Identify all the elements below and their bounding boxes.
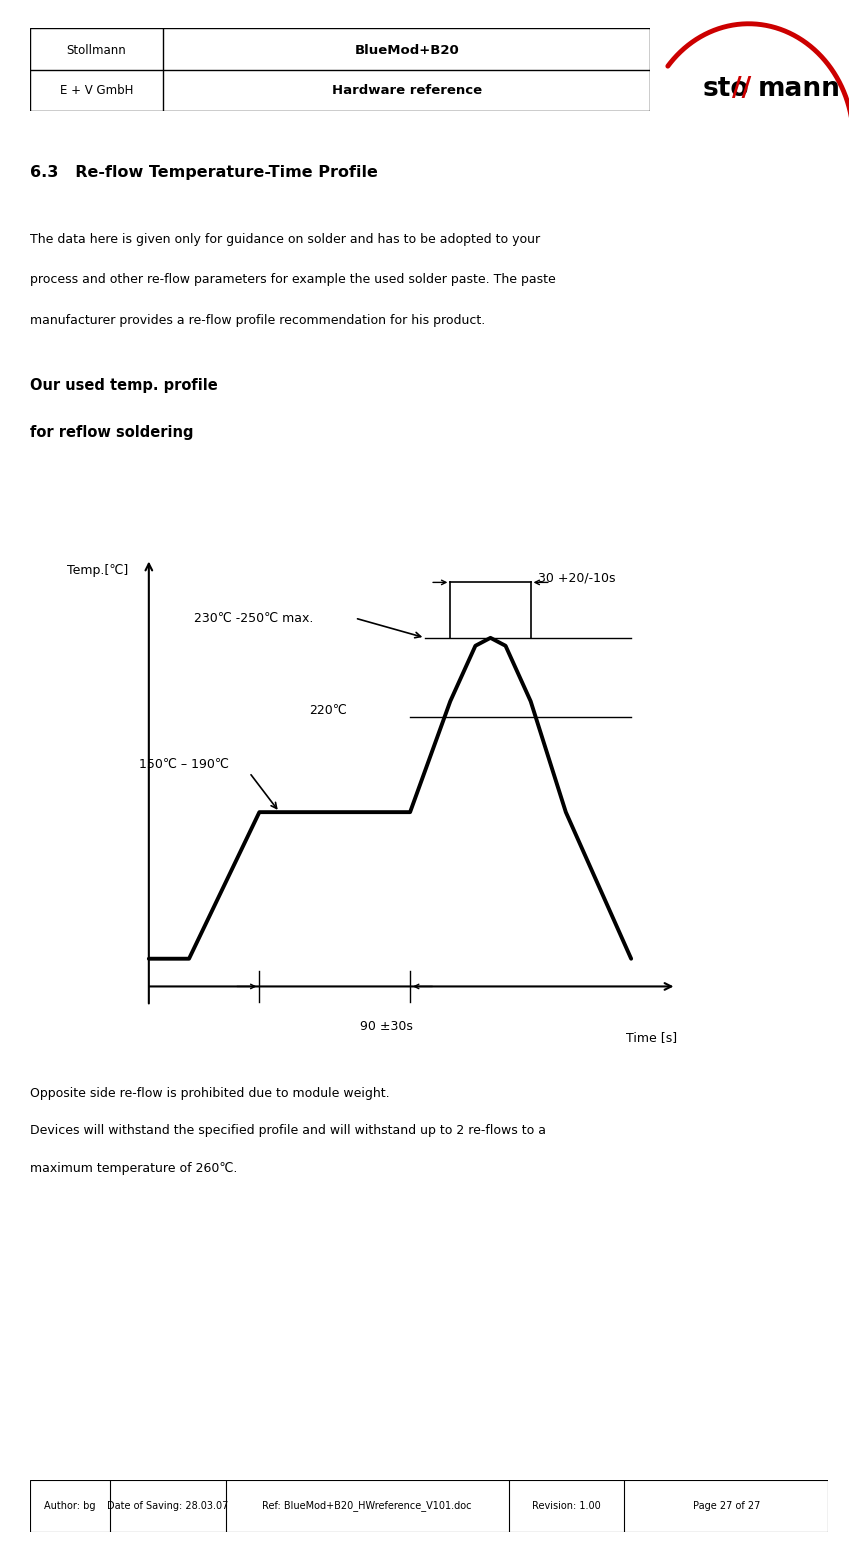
Text: Temp.[℃]: Temp.[℃] [68, 565, 129, 577]
Text: Page 27 of 27: Page 27 of 27 [692, 1501, 760, 1511]
Text: manufacturer provides a re-flow profile recommendation for his product.: manufacturer provides a re-flow profile … [30, 314, 486, 326]
Text: 30 +20/-10s: 30 +20/-10s [538, 572, 616, 585]
Text: mann: mann [758, 76, 841, 102]
Text: Opposite side re-flow is prohibited due to module weight.: Opposite side re-flow is prohibited due … [30, 1086, 390, 1100]
Text: Date of Saving: 28.03.07: Date of Saving: 28.03.07 [107, 1501, 228, 1511]
Text: 150℃ – 190℃: 150℃ – 190℃ [139, 758, 229, 770]
Text: Ref: BlueMod+B20_HWreference_V101.doc: Ref: BlueMod+B20_HWreference_V101.doc [263, 1501, 472, 1511]
Text: Revision: 1.00: Revision: 1.00 [532, 1501, 601, 1511]
Text: for reflow soldering: for reflow soldering [30, 425, 194, 441]
Text: Time [s]: Time [s] [625, 1032, 677, 1044]
Text: Our used temp. profile: Our used temp. profile [30, 377, 218, 393]
Text: maximum temperature of 260℃.: maximum temperature of 260℃. [30, 1162, 238, 1176]
Text: 90 ±30s: 90 ±30s [360, 1019, 413, 1032]
Text: Stollmann: Stollmann [67, 43, 126, 57]
Text: The data here is given only for guidance on solder and has to be adopted to your: The data here is given only for guidance… [30, 232, 541, 246]
Text: process and other re-flow parameters for example the used solder paste. The past: process and other re-flow parameters for… [30, 274, 556, 286]
Text: 230℃ -250℃ max.: 230℃ -250℃ max. [194, 611, 313, 625]
Text: sto: sto [702, 76, 749, 102]
Text: BlueMod+B20: BlueMod+B20 [354, 43, 459, 57]
Text: Hardware reference: Hardware reference [332, 84, 481, 97]
Text: //: // [732, 76, 751, 102]
Text: Author: bg: Author: bg [44, 1501, 96, 1511]
Text: 220℃: 220℃ [310, 704, 347, 718]
Text: Devices will withstand the specified profile and will withstand up to 2 re-flows: Devices will withstand the specified pro… [30, 1125, 546, 1137]
Text: E + V GmbH: E + V GmbH [60, 84, 133, 97]
Text: 6.3   Re-flow Temperature-Time Profile: 6.3 Re-flow Temperature-Time Profile [30, 166, 378, 179]
